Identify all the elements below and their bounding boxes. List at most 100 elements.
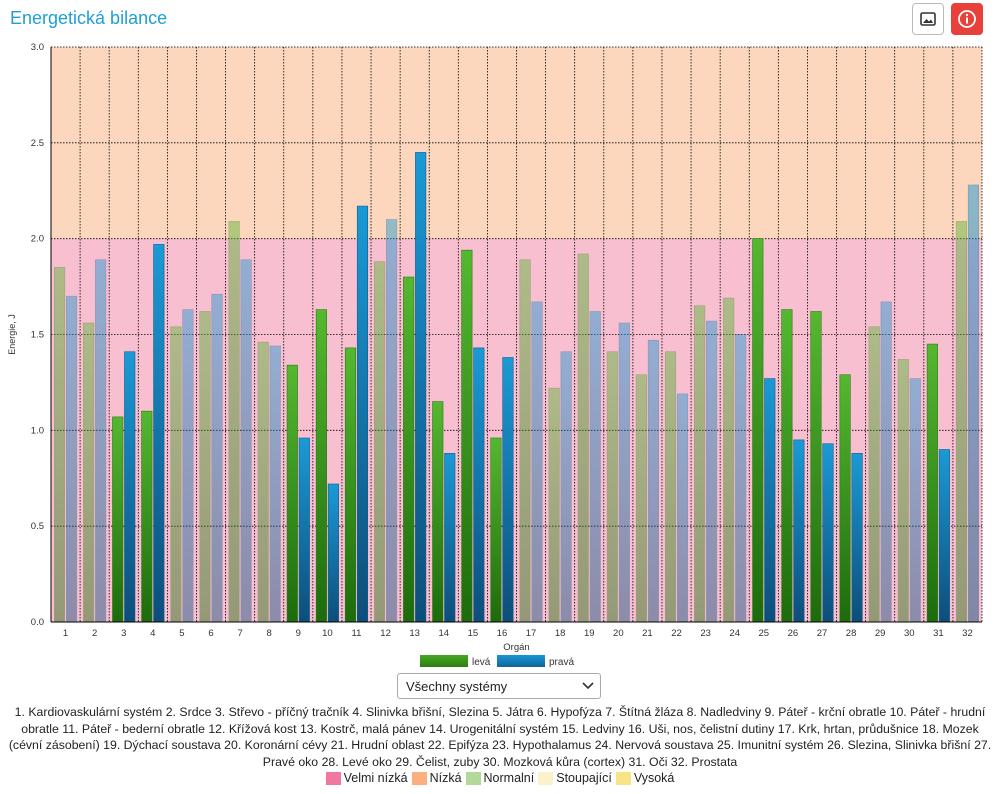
bar-leva-24 [723, 297, 735, 623]
bar-prava-6 [211, 293, 223, 623]
export-image-button[interactable] [912, 3, 944, 35]
bar-leva-30 [897, 359, 909, 623]
bar-leva-20 [606, 351, 618, 623]
bar-leva-10 [315, 309, 327, 623]
x-tick-label: 7 [237, 628, 242, 639]
x-tick-label: 26 [788, 628, 799, 639]
bar-leva-3 [112, 416, 124, 623]
bar-prava-9 [298, 437, 310, 623]
x-tick-label: 23 [700, 628, 711, 639]
y-tick-label: 0.5 [31, 521, 44, 532]
bar-leva-16 [490, 437, 502, 623]
x-tick-label: 11 [352, 628, 362, 639]
x-axis-title: Orgán [503, 642, 529, 653]
y-tick-label: 1.0 [31, 425, 44, 436]
bar-prava-18 [560, 351, 572, 623]
bar-leva-28 [839, 374, 851, 623]
bar-leva-5 [170, 326, 182, 623]
system-filter-select[interactable]: Všechny systémy [397, 673, 601, 699]
x-tick-label: 10 [322, 628, 333, 639]
organ-list-item: 12. Křížová kost [208, 721, 297, 736]
bar-leva-18 [548, 387, 560, 623]
organ-list-item: 27. Pravé oko [262, 738, 992, 769]
x-tick-label: 28 [846, 628, 857, 639]
legend-swatch-prava [497, 655, 545, 667]
info-icon [958, 10, 976, 28]
bar-prava-11 [356, 205, 369, 623]
x-tick-label: 2 [92, 628, 97, 639]
bar-leva-31 [926, 343, 938, 623]
bar-prava-3 [124, 351, 136, 623]
bar-leva-26 [781, 309, 793, 623]
status-legend-item: Velmi nízká [325, 771, 408, 785]
organ-list-item: 31. Oči [628, 754, 668, 769]
bar-leva-12 [374, 261, 386, 623]
bar-prava-23 [706, 320, 718, 623]
organ-list-item: 23. Hypothalamus [492, 738, 592, 753]
y-tick-label: 1.5 [31, 330, 44, 341]
organ-list-item: 21. Hrudní oblast [330, 738, 425, 753]
x-tick-label: 5 [179, 628, 184, 639]
status-label: Stoupající [556, 771, 612, 785]
bar-prava-1 [65, 295, 78, 623]
bar-leva-29 [868, 326, 880, 623]
organ-list-item: 2. Srdce [165, 705, 212, 719]
organ-list-item: 20. Koronární cévy [224, 738, 328, 753]
bar-prava-15 [473, 347, 485, 623]
status-label: Nízká [429, 771, 462, 785]
status-swatch [325, 771, 341, 785]
bar-prava-32 [967, 184, 980, 623]
bar-prava-10 [327, 483, 339, 623]
organ-list-item: 32. Prostata [670, 754, 738, 769]
organ-list-item: 17. Krk, hrtan, průdušnice [777, 721, 919, 736]
x-tick-label: 27 [817, 628, 828, 639]
bar-prava-28 [851, 453, 863, 623]
bar-leva-27 [810, 311, 822, 623]
y-tick-label: 2.0 [31, 234, 44, 245]
energy-bar-chart: 0.00.51.01.52.02.53.01 2 3 4 5 6 7 8 9 10 11 12 13 14… [7, 42, 983, 668]
bar-prava-17 [531, 301, 543, 623]
bar-leva-25 [752, 238, 764, 623]
x-tick-label: 18 [555, 628, 566, 639]
bar-prava-19 [589, 311, 601, 623]
bar-leva-2 [83, 322, 95, 623]
x-tick-label: 4 [150, 628, 155, 639]
organ-list-item: 13. Kostrč, malá pánev [299, 721, 426, 736]
info-button[interactable] [951, 3, 983, 35]
bar-prava-16 [502, 357, 514, 623]
x-tick-label: 1 [63, 628, 68, 639]
bar-prava-29 [880, 301, 892, 623]
bar-leva-13 [403, 276, 415, 623]
x-tick-label: 12 [380, 628, 391, 639]
y-axis-title: Energie, J [7, 314, 17, 355]
organ-list-item: 15. Ledviny [561, 721, 625, 736]
x-tick-label: 17 [526, 628, 537, 639]
organ-list-item: 14. Urogenitální systém [429, 721, 559, 736]
legend-swatch-leva [420, 655, 468, 667]
bar-leva-32 [955, 221, 968, 623]
x-tick-label: 32 [962, 628, 973, 639]
bar-leva-21 [635, 374, 647, 623]
x-tick-label: 3 [121, 628, 126, 639]
x-tick-label: 21 [642, 628, 653, 639]
bar-leva-4 [141, 410, 153, 623]
x-tick-label: 29 [875, 628, 886, 639]
bar-prava-5 [182, 309, 194, 623]
bar-prava-4 [153, 244, 165, 623]
y-tick-label: 0.0 [31, 617, 44, 628]
organ-list-item: 30. Mozková kůra (cortex) [482, 754, 626, 769]
bar-leva-11 [344, 347, 357, 623]
bar-prava-12 [386, 219, 398, 623]
organ-list-item: 6. Hypofýza [536, 705, 602, 719]
organ-list-item: 1. Kardiovaskulární systém [14, 705, 163, 719]
organ-list-item: 29. Čelist, zuby [395, 754, 480, 769]
organ-list-item: 25. Imunitní systém [717, 738, 824, 753]
status-swatch [538, 771, 554, 785]
y-tick-label: 3.0 [31, 42, 44, 53]
x-tick-label: 19 [584, 628, 595, 639]
bar-leva-8 [257, 341, 269, 623]
chevron-down-icon [582, 682, 594, 690]
x-tick-label: 15 [468, 628, 479, 639]
status-swatch [411, 771, 427, 785]
organ-list-item: 24. Nervová soustava [594, 738, 714, 753]
